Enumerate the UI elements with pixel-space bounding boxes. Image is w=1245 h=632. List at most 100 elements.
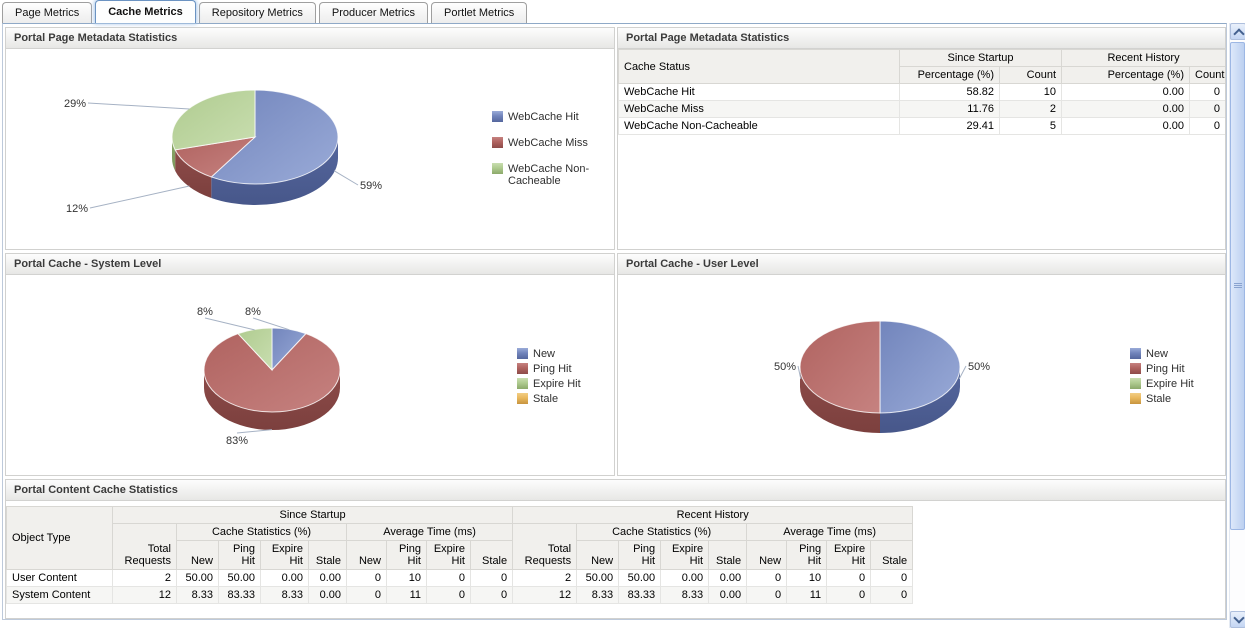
metadata-chart-body: 59% 12% 29% WebCache Hit WebCache Miss WebCa…	[6, 49, 614, 249]
pie-chart-user-level: 50% 50%	[774, 320, 990, 433]
value-cell: 0	[1189, 100, 1225, 118]
legend-swatch-icon	[492, 111, 503, 122]
legend-swatch-icon	[517, 348, 528, 359]
legend-label: Expire Hit	[1146, 378, 1194, 390]
value-cell: 10	[998, 83, 1063, 101]
legend-swatch-icon	[492, 137, 503, 148]
content-stats-body: Object Type Since Startup Recent History…	[6, 501, 1225, 618]
table-row[interactable]: WebCache Hit 58.82 10 0.00 0	[618, 83, 1225, 101]
panel-title: Portal Page Metadata Statistics	[6, 28, 614, 49]
value-cell: 0	[1189, 117, 1225, 135]
tab-repository-metrics[interactable]: Repository Metrics	[198, 2, 316, 23]
pie-slice-webcache-hit[interactable]	[210, 89, 339, 185]
legend-label: New	[1146, 348, 1169, 360]
group-header-recent-history: Recent History	[1061, 49, 1225, 67]
column-header-ping-hit: Ping Hit	[786, 540, 828, 570]
pie-slice-ping-hit[interactable]	[203, 333, 341, 413]
value-cell: 11	[786, 586, 828, 604]
scrollbar-track[interactable]	[1230, 40, 1245, 611]
legend-label: Stale	[533, 393, 559, 405]
value-cell: 0	[469, 569, 514, 587]
panel-portal-page-metadata-table: Portal Page Metadata Statistics Cache St…	[617, 27, 1226, 250]
legend-label: Stale	[1146, 393, 1172, 405]
value-cell: 0	[426, 586, 471, 604]
legend-label: Ping Hit	[1146, 363, 1185, 375]
value-cell: 2	[998, 100, 1063, 118]
user-cache-chart-body: 50% 50% New Ping Hit Expire Hit Stale	[618, 275, 1225, 475]
scroll-down-button[interactable]	[1230, 611, 1245, 628]
legend-label: WebCache Non-Cacheable	[508, 163, 590, 187]
value-cell: 8.33	[176, 586, 219, 604]
value-cell: 50.00	[576, 569, 620, 587]
tab-bar: Page Metrics Cache Metrics Repository Me…	[0, 0, 1245, 23]
group-header-recent-history: Recent History	[512, 506, 914, 524]
legend-swatch-icon	[517, 363, 528, 374]
group-header-cache-statistics: Cache Statistics (%)	[576, 523, 748, 541]
user-cache-legend: New Ping Hit Expire Hit Stale	[1130, 348, 1194, 408]
pie-slice-ping-hit[interactable]	[799, 320, 881, 414]
vertical-scrollbar[interactable]	[1229, 23, 1245, 628]
pie-slice-label: 29%	[64, 98, 86, 110]
value-cell: 83.33	[218, 586, 261, 604]
row-label-cell: WebCache Miss	[618, 100, 900, 118]
column-header-percentage: Percentage (%)	[899, 66, 1000, 84]
pie-slice-new[interactable]	[879, 320, 961, 414]
legend-item-expire-hit: Expire Hit	[1130, 378, 1194, 390]
column-header-total-requests: Total Requests	[112, 523, 177, 570]
column-header-count: Count	[1189, 66, 1225, 84]
pie-label-leader	[252, 317, 290, 331]
system-cache-chart-body: 8% 83% 8% New Ping Hit Expire Hit Stale	[6, 275, 614, 475]
value-cell: 10	[386, 569, 427, 587]
legend-label: New	[533, 348, 556, 360]
legend-item-expire-hit: Expire Hit	[517, 378, 581, 390]
pie-label-leader	[333, 170, 359, 186]
legend-item-webcache-non-cacheable: WebCache Non-Cacheable	[492, 163, 598, 187]
pie-chart-portal-page-metadata: 59% 12% 29%	[64, 89, 382, 215]
group-header-since-startup: Since Startup	[898, 49, 1063, 67]
tab-page-metrics[interactable]: Page Metrics	[2, 2, 93, 23]
column-header-expire-hit: Expire Hit	[260, 540, 309, 570]
panel-title: Portal Cache - User Level	[618, 254, 1225, 275]
tab-producer-metrics[interactable]: Producer Metrics	[318, 2, 429, 23]
legend-label: Expire Hit	[533, 378, 581, 390]
value-cell: 0.00	[708, 569, 748, 587]
table-row[interactable]: WebCache Non-Cacheable 29.41 5 0.00 0	[618, 117, 1225, 135]
legend-swatch-icon	[1130, 393, 1141, 404]
tab-portlet-metrics[interactable]: Portlet Metrics	[431, 2, 528, 23]
scroll-up-button[interactable]	[1230, 23, 1245, 40]
column-header-percentage: Percentage (%)	[1061, 66, 1191, 84]
legend-item-webcache-hit: WebCache Hit	[492, 111, 598, 123]
group-header-average-time: Average Time (ms)	[746, 523, 914, 541]
pie-label-leader	[236, 429, 273, 434]
value-cell: 2	[112, 569, 177, 587]
legend-swatch-icon	[517, 378, 528, 389]
pie-slice-side	[800, 367, 880, 433]
legend-swatch-icon	[1130, 378, 1141, 389]
table-row[interactable]: User Content 2 50.00 50.00 0.00 0.00 0 10 0 0 2 50.…	[6, 569, 914, 587]
value-cell: 0	[746, 586, 788, 604]
value-cell: 8.33	[576, 586, 620, 604]
column-header-object-type: Object Type	[6, 506, 113, 570]
legend-label: Ping Hit	[533, 363, 572, 375]
row-label-cell: User Content	[6, 569, 113, 587]
value-cell: 0	[346, 586, 387, 604]
pie-label-leader	[204, 317, 255, 331]
value-cell: 0	[346, 569, 387, 587]
pie-slice-side	[211, 137, 338, 205]
group-header-cache-statistics: Cache Statistics (%)	[176, 523, 347, 541]
legend-item-webcache-miss: WebCache Miss	[492, 137, 598, 149]
value-cell: 0	[469, 586, 514, 604]
tab-cache-metrics[interactable]: Cache Metrics	[95, 0, 196, 23]
pie-slice-side	[880, 367, 960, 433]
table-row[interactable]: WebCache Miss 11.76 2 0.00 0	[618, 100, 1225, 118]
column-header-new: New	[176, 540, 219, 570]
pie-slice-label: 59%	[360, 180, 382, 192]
pie-chart-system-level: 8% 83% 8%	[197, 306, 341, 447]
value-cell: 10	[786, 569, 828, 587]
content-area: Portal Page Metadata Statistics 59% 12% 29…	[2, 23, 1227, 620]
table-row[interactable]: System Content 12 8.33 83.33 8.33 0.00 0 11 0 0 12…	[6, 586, 914, 604]
value-cell: 0.00	[660, 569, 710, 587]
column-header-total-requests: Total Requests	[512, 523, 578, 570]
scrollbar-thumb[interactable]	[1230, 42, 1245, 530]
pie-slice-label: 12%	[66, 203, 88, 215]
